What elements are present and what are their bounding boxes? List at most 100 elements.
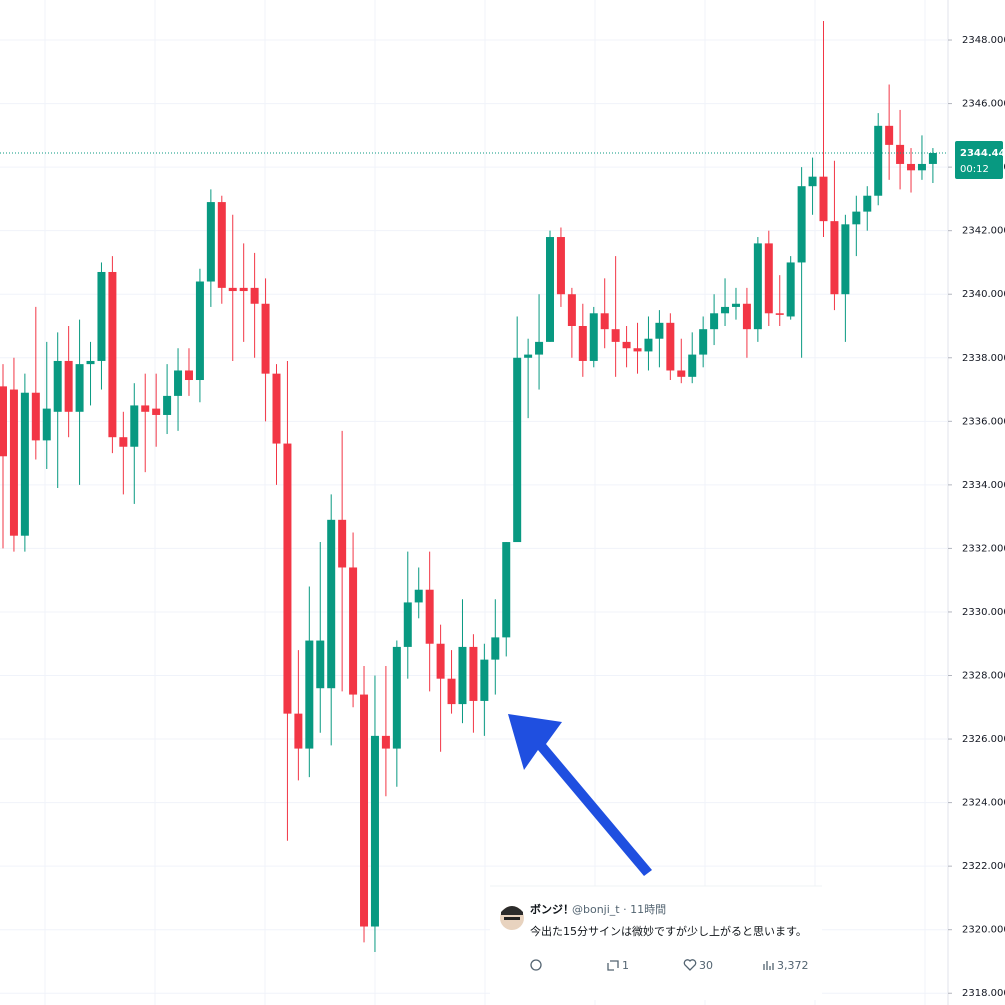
candle-body [250, 287, 259, 304]
candle-body [130, 405, 139, 447]
last-price-label: 2344.445 [960, 148, 1005, 159]
y-tick-label: 2348.000 [962, 35, 1005, 46]
y-tick-label: 2324.000 [962, 798, 1005, 809]
candle-body [414, 589, 423, 603]
candle-body [721, 306, 730, 314]
candle-body [808, 176, 817, 187]
avatar-hair [501, 906, 523, 915]
candle-body [841, 224, 850, 295]
candle-body [469, 646, 478, 701]
candle-body [764, 243, 773, 314]
tweet-name: ボンジ！ [530, 902, 574, 916]
candle-body [633, 348, 642, 352]
y-tick-label: 2340.000 [962, 289, 1005, 300]
candle-body [349, 567, 358, 695]
candle-body [513, 357, 522, 543]
candle-body [896, 144, 905, 164]
tweet-handle: @bonji_t · 11時間 [572, 903, 666, 916]
candle-body [775, 313, 784, 315]
candle-body [64, 360, 73, 412]
candle-body [392, 646, 401, 749]
candle-body [852, 211, 861, 225]
y-tick-label: 2322.000 [962, 861, 1005, 872]
candle-body [9, 389, 18, 536]
candle-body [928, 152, 937, 164]
y-tick-label: 2328.000 [962, 671, 1005, 682]
y-tick-label: 2330.000 [962, 607, 1005, 618]
candle-body [666, 322, 675, 371]
y-tick-label: 2326.000 [962, 734, 1005, 745]
view-count: 3,372 [777, 959, 809, 972]
candle-body [863, 195, 872, 212]
candle-body [86, 360, 95, 365]
views-icon[interactable] [763, 961, 774, 970]
candle-body [502, 542, 511, 638]
candle-body [524, 354, 533, 358]
candle-body [655, 322, 664, 339]
candle-body [228, 287, 237, 292]
candle-body [206, 202, 215, 282]
y-tick-label: 2338.000 [962, 353, 1005, 364]
candle-body [491, 637, 500, 660]
candle-body [403, 602, 412, 647]
candle-body [600, 313, 609, 330]
candle-body [31, 392, 40, 441]
candle-body [370, 735, 379, 927]
candle-body [874, 125, 883, 196]
candle-body [152, 408, 161, 415]
candle-body [195, 281, 204, 381]
candle-body [885, 125, 894, 145]
candle-body [742, 303, 751, 330]
y-tick-label: 2332.000 [962, 543, 1005, 554]
y-tick-label: 2336.000 [962, 416, 1005, 427]
candle-body [480, 659, 489, 701]
candle-body [305, 640, 314, 749]
reply-icon[interactable] [530, 959, 542, 971]
candle-body [699, 329, 708, 355]
candle-body [294, 713, 303, 749]
candle-body [611, 329, 620, 342]
candle-body [622, 341, 631, 349]
candle-body [272, 373, 281, 444]
like-count: 30 [699, 959, 713, 972]
candle-body [556, 237, 565, 295]
retweet-icon[interactable] [607, 960, 619, 971]
candle-body [425, 589, 434, 644]
candle-body [567, 294, 576, 326]
candle-body [239, 287, 248, 292]
candle-body [578, 325, 587, 361]
tweet-background [490, 886, 822, 1000]
candle-body [316, 640, 325, 689]
candle-body [163, 395, 172, 415]
candle-body [830, 221, 839, 295]
tweet-card: ボンジ！ @bonji_t · 11時間 今出た15分サインは微妙ですが少し上が… [490, 885, 822, 1000]
candle-body [261, 303, 270, 374]
candle-body [174, 370, 183, 396]
candle-body [360, 694, 369, 927]
candle-body [731, 303, 740, 307]
candle-body [535, 341, 544, 355]
candle-body [907, 163, 916, 171]
arrow [508, 714, 652, 876]
candle-body [283, 443, 292, 714]
like-icon[interactable] [683, 959, 697, 971]
candle-body [546, 237, 554, 342]
candle-body [327, 519, 336, 689]
candle-body [436, 643, 445, 679]
candle-body [753, 243, 762, 330]
candle-body [917, 163, 926, 171]
candle-body [42, 408, 51, 441]
y-tick-label: 2346.000 [962, 99, 1005, 110]
candle-body [797, 186, 806, 263]
candle-body [786, 262, 795, 317]
candle-body [0, 386, 7, 457]
candle-body [217, 202, 226, 288]
candle-body [644, 338, 653, 352]
candle-body [589, 313, 598, 361]
candle-body [688, 354, 697, 377]
candle-body [338, 519, 347, 568]
y-tick-label: 2342.000 [962, 226, 1005, 237]
candle-body [677, 370, 686, 377]
